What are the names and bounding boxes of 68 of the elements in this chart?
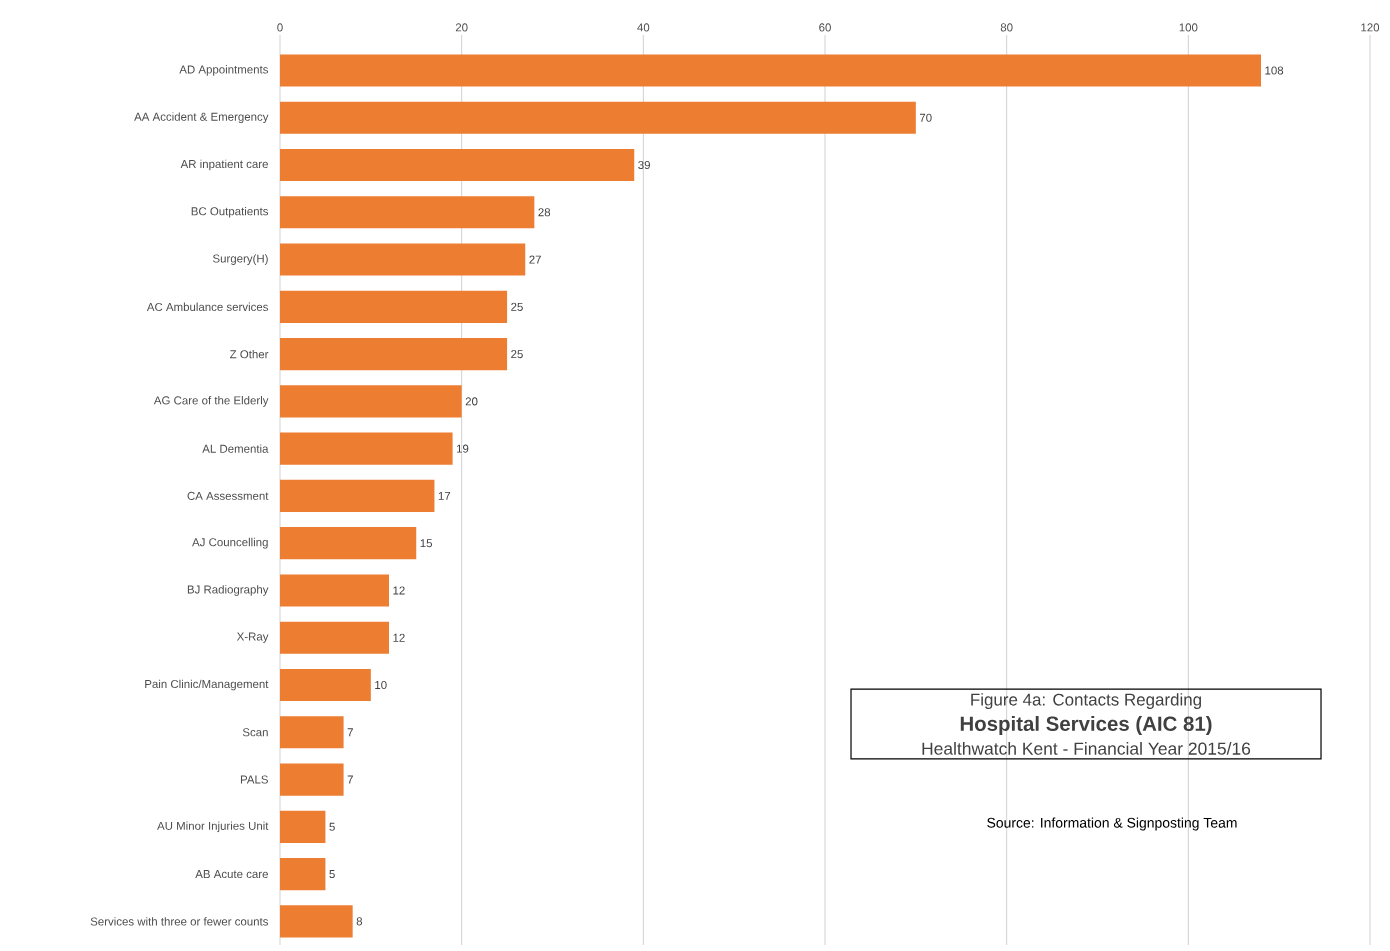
- y-tick-label: CA Assessment: [187, 491, 269, 500]
- y-tick-label: AA Accident & Emergency: [134, 112, 269, 124]
- data-label: 25: [511, 302, 523, 311]
- y-tick-label: AL Dementia: [202, 444, 269, 453]
- data-label: 19: [456, 444, 469, 453]
- data-label: 7: [347, 728, 353, 737]
- y-tick-label: BC Outpatients: [191, 206, 269, 218]
- x-tick-label: 100: [1179, 23, 1198, 32]
- x-tick-label: 40: [637, 23, 650, 32]
- bar: [280, 148, 635, 182]
- bar: [280, 858, 326, 891]
- x-tick-label: 0: [277, 23, 283, 32]
- bar: [280, 668, 371, 702]
- y-tick-label: AC Ambulance services: [146, 302, 269, 312]
- y-tick-label: BJ Radiography: [187, 585, 269, 596]
- x-tick-label: 60: [819, 23, 831, 32]
- bar: [280, 479, 435, 512]
- y-tick-label: AU Minor Injuries Unit: [157, 821, 269, 833]
- data-label: 8: [356, 917, 363, 926]
- bar: [280, 101, 916, 134]
- y-tick-label: PALS: [240, 775, 268, 784]
- y-tick-label: Pain Clinic/Management: [145, 679, 269, 691]
- y-tick-label: Scan: [242, 728, 268, 737]
- y-tick-label: Surgery(H): [212, 254, 268, 265]
- y-tick-label: Services with three or fewer counts: [90, 917, 269, 926]
- bar: [280, 716, 344, 749]
- data-label: 5: [329, 822, 335, 831]
- bar: [280, 527, 417, 560]
- y-tick-label: AJ Councelling: [192, 537, 268, 549]
- data-label: 27: [529, 255, 541, 264]
- data-label: 12: [393, 586, 405, 595]
- y-tick-label: Z Other: [230, 349, 269, 359]
- bar: [280, 621, 389, 654]
- y-tick-label: X-Ray: [236, 632, 269, 643]
- data-label: 17: [438, 491, 451, 500]
- bar: [280, 385, 462, 418]
- bar: [280, 290, 508, 323]
- data-label: 5: [329, 870, 335, 879]
- bar: [280, 54, 1261, 87]
- x-tick-label: 80: [1000, 23, 1013, 32]
- y-tick-label: AG Care of the Elderly: [153, 396, 269, 407]
- annotation: Source: Information & Signposting Team: [987, 817, 1237, 831]
- x-tick-label: 20: [455, 23, 468, 32]
- data-label: 28: [538, 208, 551, 217]
- y-tick-label: AD Appointments: [179, 65, 269, 76]
- annotation: Healthwatch Kent - Financial Year 2015/16: [922, 742, 1251, 755]
- data-label: 15: [420, 539, 433, 548]
- data-label: 108: [1265, 66, 1284, 75]
- text: Figure 4a: Contacts Regarding: [971, 693, 1201, 709]
- text: Hospital Services (AIC 81): [960, 715, 1212, 735]
- bar: [280, 905, 353, 938]
- data-label: 70: [919, 113, 932, 122]
- x-tick-label: 120: [1361, 23, 1380, 32]
- bar: [280, 243, 526, 276]
- bar: [280, 196, 535, 229]
- bar: [280, 574, 389, 607]
- data-label: 39: [638, 160, 650, 170]
- y-tick-label: AR inpatient care: [180, 159, 268, 171]
- data-label: 20: [465, 397, 478, 406]
- data-label: 10: [375, 680, 387, 690]
- bar: [280, 810, 326, 843]
- bar: [280, 432, 453, 465]
- data-label: 25: [511, 350, 523, 359]
- bar: [280, 338, 508, 371]
- data-label: 7: [347, 775, 353, 784]
- data-label: 12: [393, 633, 405, 642]
- bar: [280, 763, 344, 796]
- y-tick-label: AB Acute care: [195, 870, 268, 879]
